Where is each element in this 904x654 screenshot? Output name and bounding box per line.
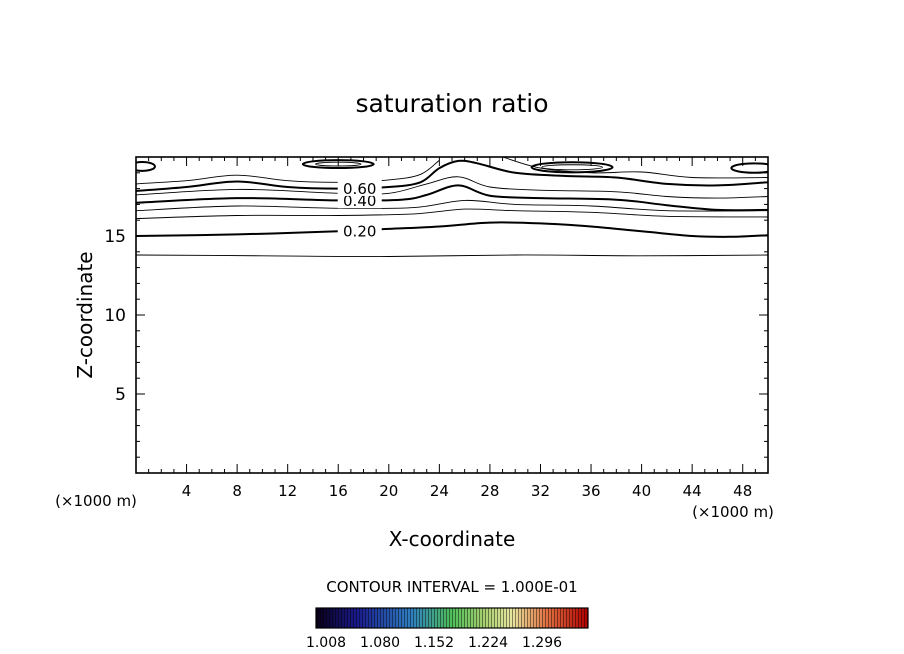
contour-label-0-40: 0.40 xyxy=(343,192,376,210)
plot-frame xyxy=(135,156,769,474)
x-tick-label-20: 20 xyxy=(379,482,398,500)
closed-contour-5 xyxy=(730,162,768,174)
contour-label-0-60: 0.60 xyxy=(343,180,376,198)
contour-label-bg xyxy=(337,222,382,239)
contour-labels: 0.20 0.400.60 xyxy=(337,179,382,240)
x-tick-label-8: 8 xyxy=(232,482,242,500)
closed-contour-3 xyxy=(530,161,614,174)
x-tick-label-32: 32 xyxy=(531,482,550,500)
contour-label-0-20: 0.20 xyxy=(343,222,376,240)
contour-line-0-30-2 xyxy=(136,208,768,220)
closed-contour-0 xyxy=(136,161,156,172)
contour-label-bg xyxy=(337,179,382,196)
colorbar-tick-1: 1.080 xyxy=(360,635,400,651)
x-tick-label-28: 28 xyxy=(480,482,499,500)
x-tick-label-16: 16 xyxy=(329,482,348,500)
x-tick-label-36: 36 xyxy=(581,482,600,500)
x-tick-label-48: 48 xyxy=(733,482,752,500)
colorbar-labels: 1.008 1.080 1.152 1.224 1.296 xyxy=(306,635,562,651)
contour-interval-text: CONTOUR INTERVAL = 1.000E-01 xyxy=(326,578,577,596)
closed-contour-4 xyxy=(541,164,603,171)
contour-line-0-10-0 xyxy=(136,254,768,257)
colorbar-tick-2: 1.152 xyxy=(414,635,454,651)
contour-line-0-70-7 xyxy=(136,159,440,185)
contour-line-0-70-8 xyxy=(502,157,768,179)
contour-lines xyxy=(136,157,768,257)
y-tick-label-5: 5 xyxy=(115,385,126,405)
x-axis-label: X-coordinate xyxy=(389,527,516,551)
contour-label-bg xyxy=(337,192,382,209)
colorbar xyxy=(315,607,589,629)
y-tick-label-10: 10 xyxy=(104,306,126,326)
contour-line-0-60-6 xyxy=(136,159,768,192)
colorbar-tick-4: 1.296 xyxy=(522,635,562,651)
colorbar-tick-3: 1.224 xyxy=(468,635,508,651)
y-tick-label-15: 15 xyxy=(104,227,126,247)
x-unit-label-right: (×1000 m) xyxy=(692,503,774,521)
contour-line-0-40-4 xyxy=(136,184,768,212)
x-tick-label-24: 24 xyxy=(430,482,449,500)
colorbar-tick-0: 1.008 xyxy=(306,635,346,651)
x-tick-label-12: 12 xyxy=(278,482,297,500)
contour-line-0-20-1 xyxy=(136,221,768,238)
x-tick-label-44: 44 xyxy=(683,482,702,500)
x-tick-label-40: 40 xyxy=(632,482,651,500)
y-axis-label: Z-coordinate xyxy=(73,251,97,378)
contour-line-0-50-5 xyxy=(136,176,768,199)
chart-title: saturation ratio xyxy=(355,89,548,118)
contour-line-0-35-3 xyxy=(136,199,768,212)
x-unit-label-left: (×1000 m) xyxy=(55,492,137,510)
x-tick-label-4: 4 xyxy=(182,482,192,500)
